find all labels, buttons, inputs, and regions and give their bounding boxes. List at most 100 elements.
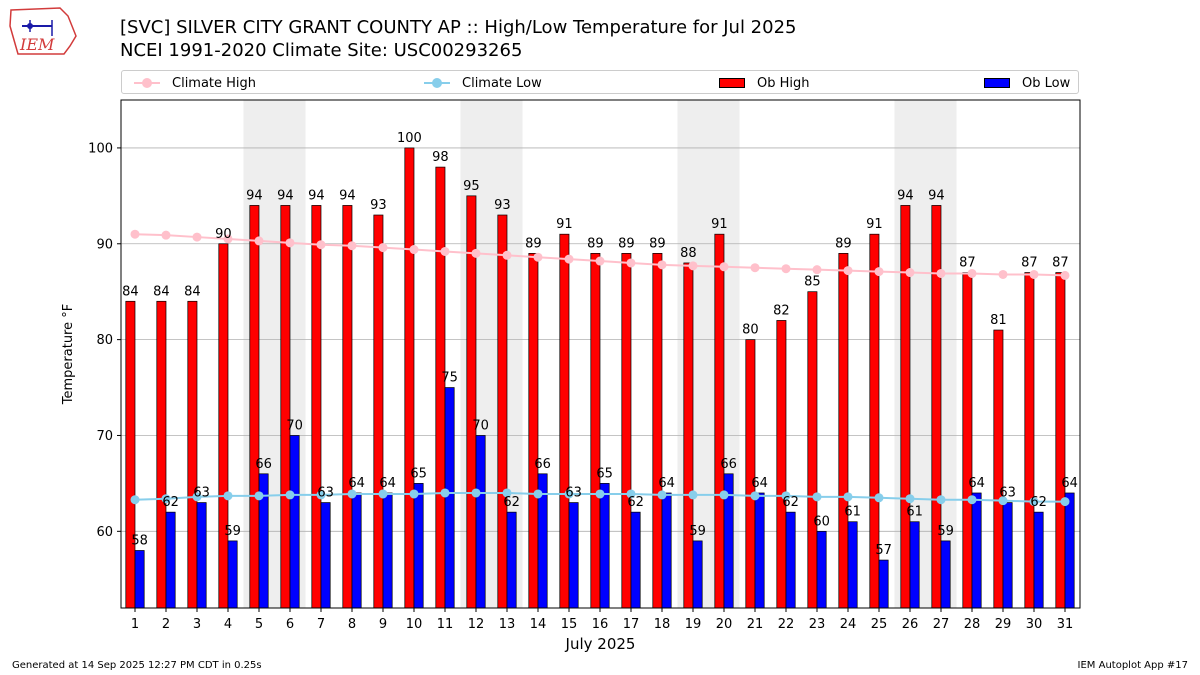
point-climate-high: [347, 241, 357, 251]
x-tick-label: 18: [654, 617, 671, 632]
data-label-ob-high: 84: [122, 284, 139, 299]
bar-ob-high: [218, 243, 229, 609]
x-axis-label: July 2025: [565, 635, 636, 653]
x-tick-label: 21: [747, 617, 764, 632]
x-tick-label: 5: [255, 617, 263, 632]
point-climate-high: [130, 229, 140, 239]
x-tick-label: 20: [716, 617, 733, 632]
data-label-ob-high: 94: [246, 188, 263, 203]
bar-ob-high: [590, 253, 601, 609]
data-label-ob-high: 88: [680, 246, 697, 261]
point-climate-high: [657, 260, 667, 270]
bar-ob-low: [847, 521, 858, 609]
point-climate-low: [750, 491, 760, 501]
data-label-ob-high: 98: [432, 150, 449, 165]
point-climate-low: [502, 488, 512, 498]
bar-ob-high: [621, 253, 632, 609]
y-tick-label: 100: [88, 141, 113, 156]
y-tick-label: 90: [96, 237, 113, 252]
point-climate-high: [843, 266, 853, 276]
bar-ob-low: [413, 483, 424, 609]
bar-ob-high: [559, 233, 570, 609]
legend-label-climate-high: Climate High: [172, 75, 257, 91]
bar-ob-high: [249, 205, 260, 609]
data-label-ob-high: 84: [184, 284, 201, 299]
bar-ob-high: [125, 300, 136, 609]
point-climate-low: [316, 490, 326, 500]
point-climate-high: [936, 268, 946, 278]
bar-ob-high: [466, 195, 477, 609]
x-tick-label: 2: [162, 617, 170, 632]
point-climate-low: [130, 495, 140, 505]
y-tick-label: 70: [96, 429, 113, 444]
data-label-ob-high: 93: [370, 198, 387, 213]
data-label-ob-low: 65: [596, 466, 613, 481]
x-tick-label: 15: [561, 617, 578, 632]
bar-ob-low: [1002, 502, 1013, 609]
bar-ob-low: [382, 492, 393, 609]
legend-item-climate-high: Climate High: [134, 74, 256, 92]
legend-item-climate-low: Climate Low: [424, 74, 542, 92]
x-tick-label: 30: [1026, 617, 1043, 632]
bar-ob-high: [1055, 272, 1066, 609]
bar-ob-high: [342, 205, 353, 609]
bar-ob-low: [878, 559, 889, 609]
x-tick-label: 17: [623, 617, 640, 632]
bar-ob-low: [661, 492, 672, 609]
data-label-ob-high: 85: [804, 275, 821, 290]
y-tick-label: 80: [96, 333, 113, 348]
bar-ob-low: [506, 511, 517, 609]
data-label-ob-low: 61: [844, 505, 861, 520]
point-climate-high: [564, 254, 574, 264]
point-climate-low: [347, 489, 357, 499]
data-label-ob-high: 89: [587, 236, 604, 251]
legend-label-ob-low: Ob Low: [1022, 75, 1071, 91]
data-label-ob-high: 87: [1052, 256, 1069, 271]
data-label-ob-low: 63: [999, 486, 1016, 501]
x-tick-label: 29: [995, 617, 1012, 632]
data-label-ob-low: 66: [255, 457, 272, 472]
bar-ob-low: [785, 511, 796, 609]
bar-ob-low: [754, 492, 765, 609]
point-climate-low: [874, 493, 884, 503]
bar-ob-low: [568, 502, 579, 609]
app-label: IEM Autoplot App #17: [1077, 660, 1188, 671]
legend-line-climate-low-icon: [424, 78, 450, 88]
x-tick-label: 3: [193, 617, 201, 632]
data-label-ob-low: 62: [782, 495, 799, 510]
bar-ob-high: [156, 300, 167, 609]
bar-ob-low: [940, 540, 951, 609]
bar-ob-low: [1064, 492, 1075, 609]
data-label-ob-high: 80: [742, 323, 759, 338]
bar-ob-low: [816, 530, 827, 609]
svg-text:IEM: IEM: [19, 35, 55, 54]
point-climate-low: [564, 489, 574, 499]
bar-ob-low: [227, 540, 238, 609]
point-climate-low: [688, 490, 698, 500]
x-tick-label: 12: [468, 617, 485, 632]
point-climate-low: [440, 488, 450, 498]
x-tick-label: 13: [499, 617, 516, 632]
point-climate-low: [223, 491, 233, 501]
data-label-ob-low: 63: [565, 486, 582, 501]
data-label-ob-high: 87: [959, 256, 976, 271]
x-tick-label: 25: [871, 617, 888, 632]
data-label-ob-low: 66: [720, 457, 737, 472]
bar-ob-low: [475, 435, 486, 609]
y-tick-label: 60: [96, 525, 113, 540]
bar-ob-high: [187, 300, 198, 609]
bar-ob-high: [900, 205, 911, 609]
data-label-ob-low: 61: [906, 505, 923, 520]
data-label-ob-high: 93: [494, 198, 511, 213]
point-climate-high: [223, 234, 233, 244]
data-label-ob-low: 63: [193, 486, 210, 501]
data-label-ob-high: 94: [308, 188, 325, 203]
bar-ob-high: [776, 320, 787, 609]
point-climate-low: [812, 492, 822, 502]
iem-logo: IEM: [9, 7, 77, 55]
data-label-ob-low: 62: [1030, 495, 1047, 510]
x-tick-label: 31: [1057, 617, 1074, 632]
legend-swatch-ob-low-icon: [984, 78, 1010, 88]
x-tick-label: 19: [685, 617, 702, 632]
